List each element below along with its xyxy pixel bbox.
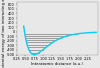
Y-axis label: Potential energy of two interacting atoms: Potential energy of two interacting atom… (2, 0, 6, 68)
X-axis label: Interatomic distance (a.u.): Interatomic distance (a.u.) (31, 62, 83, 66)
